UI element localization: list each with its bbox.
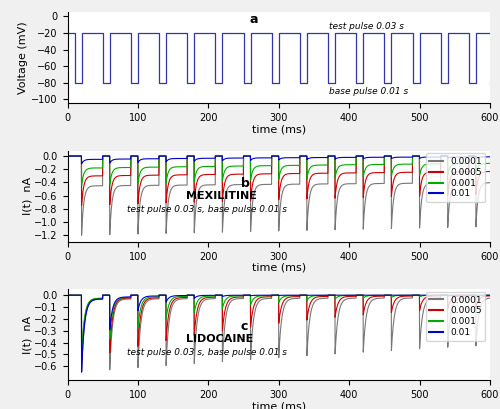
0.001: [487, 293, 493, 298]
0.0005: [468, 293, 474, 298]
0.001: [233, 294, 239, 299]
0.001: [149, 294, 155, 299]
0.0001: [487, 180, 493, 185]
0.0005: [205, 295, 211, 300]
Line: 0.001: 0.001: [68, 295, 490, 354]
0.001: [149, 165, 155, 170]
0.01: [487, 155, 493, 160]
0.001: [64, 293, 70, 298]
0.0001: [205, 297, 211, 301]
Text: base pulse 0.01 s: base pulse 0.01 s: [330, 87, 408, 96]
0.01: [205, 293, 211, 298]
0.01: [233, 293, 239, 298]
0.01: [78, 370, 84, 375]
0.0005: [205, 172, 211, 177]
0.0001: [468, 293, 474, 298]
0.01: [78, 162, 84, 166]
0.0001: [78, 370, 84, 375]
0.0005: [149, 173, 155, 178]
0.001: [233, 164, 239, 169]
0.01: [64, 154, 70, 159]
0.001: [78, 183, 84, 188]
Line: 0.0005: 0.0005: [68, 295, 490, 360]
0.0005: [321, 171, 327, 175]
Line: 0.01: 0.01: [68, 156, 490, 164]
Line: 0.0005: 0.0005: [68, 156, 490, 206]
X-axis label: time (ms): time (ms): [252, 124, 306, 135]
0.001: [321, 162, 327, 167]
Legend: 0.0001, 0.0005, 0.001, 0.01: 0.0001, 0.0005, 0.001, 0.01: [426, 153, 486, 202]
0.0001: [78, 233, 84, 238]
0.0001: [268, 182, 274, 187]
Text: c: c: [240, 320, 248, 333]
0.0005: [268, 171, 274, 176]
0.01: [149, 156, 155, 161]
Line: 0.0001: 0.0001: [68, 156, 490, 235]
Text: MEXILITINE: MEXILITINE: [186, 191, 256, 201]
Line: 0.01: 0.01: [68, 295, 490, 372]
0.01: [268, 293, 274, 298]
Y-axis label: Voltage (mV): Voltage (mV): [18, 22, 28, 94]
0.0001: [233, 182, 239, 187]
Line: 0.0001: 0.0001: [68, 295, 490, 372]
0.01: [321, 293, 327, 298]
0.0005: [268, 294, 274, 299]
0.01: [487, 293, 493, 298]
0.0001: [268, 296, 274, 301]
Text: b: b: [240, 177, 250, 190]
Text: test pulse 0.03 s, base pulse 0.01 s: test pulse 0.03 s, base pulse 0.01 s: [126, 348, 286, 357]
0.0005: [233, 172, 239, 177]
0.01: [205, 156, 211, 161]
0.0005: [64, 154, 70, 159]
0.0005: [487, 169, 493, 174]
0.0001: [468, 154, 474, 159]
0.0001: [487, 296, 493, 301]
0.001: [268, 293, 274, 298]
0.0005: [64, 293, 70, 298]
0.0005: [78, 358, 84, 363]
X-axis label: time (ms): time (ms): [252, 263, 306, 273]
0.0005: [321, 294, 327, 299]
0.0005: [233, 295, 239, 300]
Line: 0.001: 0.001: [68, 156, 490, 186]
0.001: [468, 154, 474, 159]
0.01: [468, 154, 474, 159]
0.0005: [487, 293, 493, 298]
0.001: [64, 154, 70, 159]
0.01: [64, 293, 70, 298]
0.01: [149, 294, 155, 299]
0.0001: [321, 182, 327, 187]
0.0005: [78, 203, 84, 208]
0.01: [233, 155, 239, 160]
0.001: [268, 163, 274, 168]
0.0001: [321, 296, 327, 301]
Legend: 0.0001, 0.0005, 0.001, 0.01: 0.0001, 0.0005, 0.001, 0.01: [426, 292, 486, 341]
0.0001: [149, 297, 155, 302]
0.001: [321, 293, 327, 298]
Text: test pulse 0.03 s, base pulse 0.01 s: test pulse 0.03 s, base pulse 0.01 s: [126, 205, 286, 214]
0.0001: [64, 293, 70, 298]
Text: LIDOCAINE: LIDOCAINE: [186, 334, 253, 344]
0.0001: [149, 183, 155, 188]
0.0005: [149, 296, 155, 301]
X-axis label: time (ms): time (ms): [252, 402, 306, 409]
0.001: [487, 161, 493, 166]
0.01: [468, 293, 474, 298]
0.0005: [468, 154, 474, 159]
Text: test pulse 0.03 s: test pulse 0.03 s: [330, 22, 404, 31]
Text: a: a: [249, 13, 258, 26]
0.001: [468, 293, 474, 298]
0.0001: [233, 297, 239, 301]
0.0001: [205, 182, 211, 187]
0.01: [321, 155, 327, 160]
Y-axis label: I(t)  nA: I(t) nA: [23, 316, 33, 354]
0.001: [78, 352, 84, 357]
0.001: [205, 164, 211, 169]
Y-axis label: I(t)  nA: I(t) nA: [23, 177, 33, 216]
0.01: [268, 155, 274, 160]
0.0001: [64, 154, 70, 159]
0.001: [205, 294, 211, 299]
